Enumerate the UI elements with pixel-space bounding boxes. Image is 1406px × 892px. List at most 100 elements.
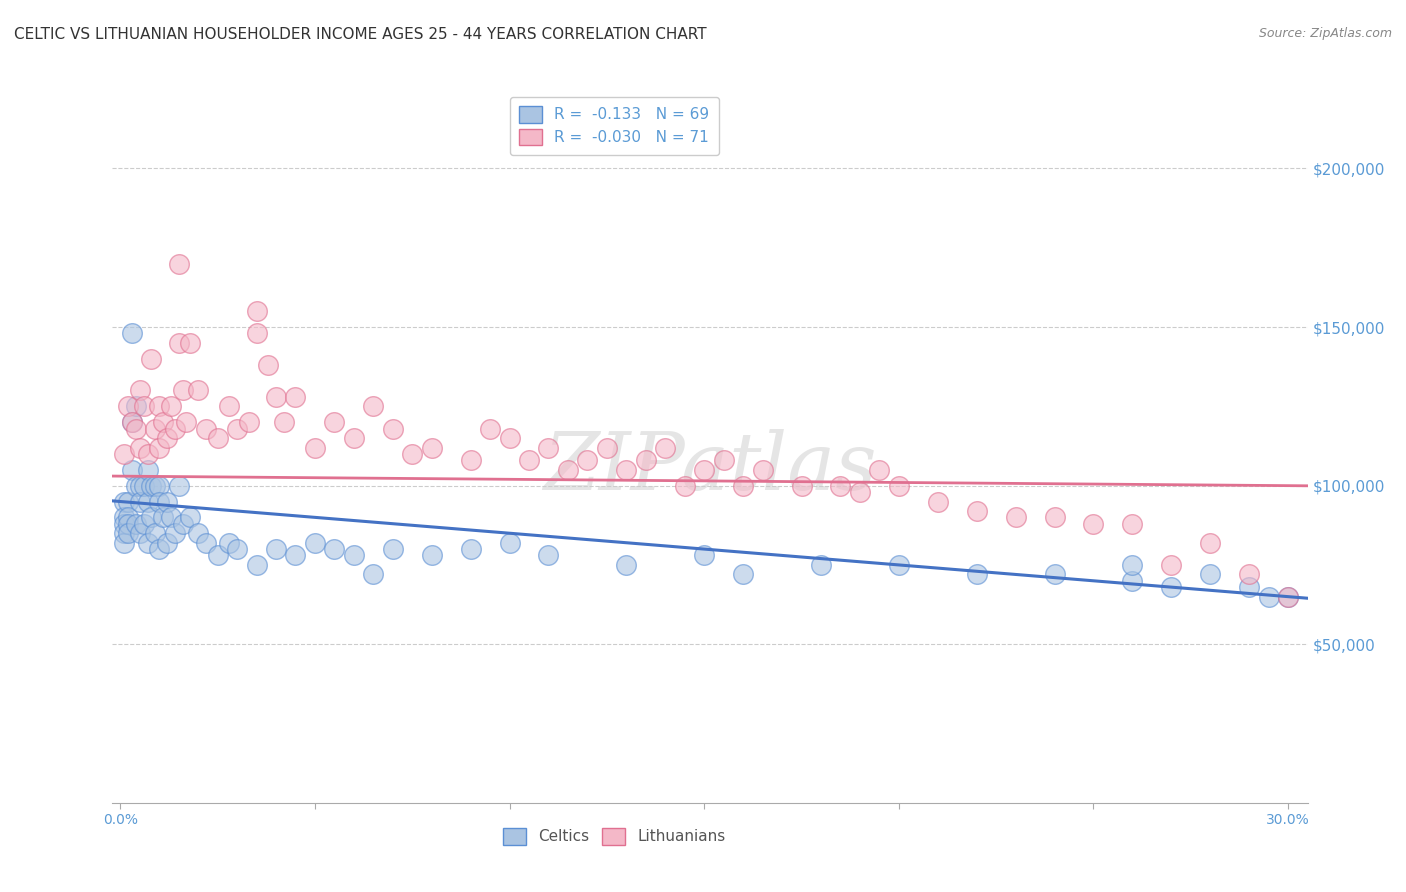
Point (117, 494, 139, 508)
Point (152, 415, 174, 429)
Point (112, 535, 135, 549)
Point (156, 535, 179, 549)
Point (1199, 535, 1222, 549)
Point (128, 441, 150, 455)
Point (148, 400, 170, 414)
Point (1043, 510, 1066, 524)
Point (1277, 590, 1299, 604)
Point (654, 441, 676, 455)
Point (751, 463, 773, 477)
Point (634, 453, 657, 467)
Point (143, 421, 166, 435)
Point (713, 453, 735, 467)
Point (148, 542, 170, 557)
Point (1121, 516, 1143, 531)
Point (125, 421, 148, 435)
Point (136, 494, 159, 508)
Point (117, 526, 139, 541)
Point (207, 549, 229, 563)
Point (156, 494, 179, 508)
Point (132, 478, 155, 492)
Point (132, 516, 155, 531)
Point (1004, 510, 1026, 524)
Point (163, 421, 186, 435)
Point (125, 478, 148, 492)
Point (148, 478, 170, 492)
Point (273, 415, 295, 429)
Point (226, 542, 249, 557)
Point (479, 421, 502, 435)
Point (614, 463, 637, 477)
Point (830, 478, 852, 492)
Point (1083, 516, 1105, 531)
Point (1199, 567, 1222, 582)
Point (790, 478, 813, 492)
Point (537, 549, 560, 563)
Point (128, 526, 150, 541)
Point (693, 463, 716, 477)
Point (112, 510, 135, 524)
Point (121, 463, 143, 477)
Point (121, 326, 143, 341)
Point (136, 447, 159, 461)
Point (966, 567, 988, 582)
Point (323, 542, 346, 557)
Point (1160, 558, 1182, 572)
Point (596, 441, 619, 455)
Point (363, 400, 385, 414)
Point (117, 400, 139, 414)
Point (156, 431, 179, 445)
Point (176, 415, 198, 429)
Point (537, 441, 560, 455)
Point (245, 558, 267, 572)
Point (141, 351, 163, 366)
Point (343, 549, 366, 563)
Point (1277, 590, 1299, 604)
Point (849, 485, 872, 500)
Point (868, 463, 890, 477)
Point (460, 542, 482, 557)
Point (121, 415, 143, 429)
Point (257, 358, 280, 372)
Point (498, 431, 520, 445)
Point (125, 400, 148, 414)
Point (160, 510, 183, 524)
Legend: Celtics, Lithuanians: Celtics, Lithuanians (496, 821, 733, 852)
Point (125, 516, 148, 531)
Point (194, 421, 217, 435)
Point (284, 390, 307, 404)
Point (381, 421, 404, 435)
Point (172, 384, 194, 398)
Point (226, 421, 249, 435)
Point (420, 549, 443, 563)
Point (401, 447, 423, 461)
Point (218, 400, 240, 414)
Point (1237, 580, 1260, 594)
Point (733, 567, 755, 582)
Point (207, 431, 229, 445)
Point (1121, 574, 1143, 588)
Point (517, 453, 540, 467)
Text: ZIPatlas: ZIPatlas (543, 429, 877, 506)
Point (143, 526, 166, 541)
Point (187, 384, 209, 398)
Point (167, 335, 190, 350)
Point (927, 494, 949, 508)
Point (179, 335, 201, 350)
Point (152, 510, 174, 524)
Point (238, 415, 260, 429)
Point (810, 558, 832, 572)
Point (141, 478, 163, 492)
Point (143, 478, 166, 492)
Point (264, 390, 287, 404)
Point (112, 494, 135, 508)
Point (141, 510, 163, 524)
Point (966, 504, 988, 518)
Point (179, 510, 201, 524)
Point (167, 478, 190, 492)
Point (264, 542, 287, 557)
Point (498, 535, 520, 549)
Point (160, 400, 183, 414)
Point (163, 526, 186, 541)
Point (187, 526, 209, 541)
